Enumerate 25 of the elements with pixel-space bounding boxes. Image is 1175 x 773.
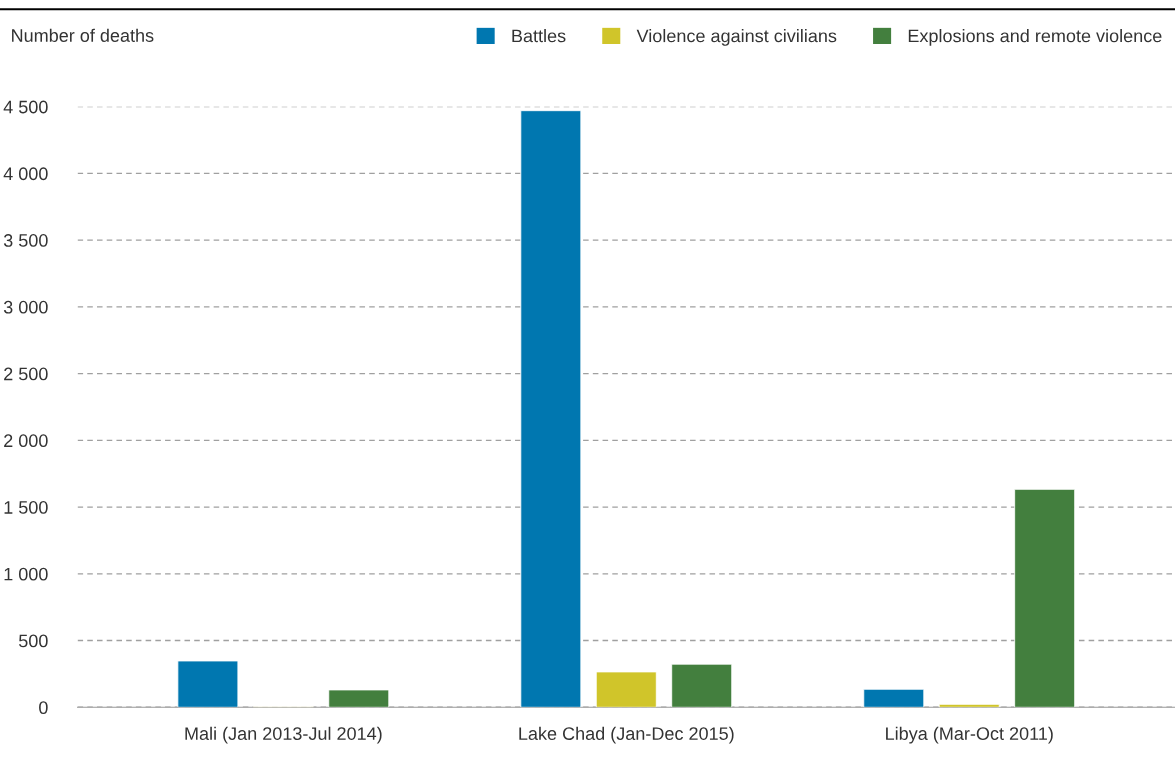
x-tick-label: Lake Chad (Jan-Dec 2015) <box>519 726 734 744</box>
y-tick-label: 4 000 <box>3 167 48 181</box>
bar <box>520 110 582 708</box>
y-tick-label: 3 000 <box>3 300 48 314</box>
bar <box>671 663 733 708</box>
y-tick-label: 1 000 <box>4 567 48 581</box>
x-tick-label: Mali (Jan 2013-Jul 2014) <box>185 726 382 744</box>
y-tick-label: 3 500 <box>3 234 48 247</box>
y-tick-label: 500 <box>18 634 48 648</box>
y-tick-label: 2 500 <box>4 367 48 381</box>
y-tick-label: 2 000 <box>4 434 48 448</box>
legend-label: Explosions and remote violence <box>908 29 1162 46</box>
bar <box>595 671 657 708</box>
x-tick-label: Libya (Mar-Oct 2011) <box>886 726 1053 744</box>
legend-label: Battles <box>512 29 566 43</box>
bar <box>1014 488 1076 708</box>
bar <box>863 688 925 708</box>
y-axis-title: Number of deaths <box>12 28 154 42</box>
bar <box>328 689 390 708</box>
bar <box>177 660 239 708</box>
legend-label: Violence against civilians <box>636 29 837 46</box>
y-tick-label: 4 500 <box>3 100 48 114</box>
y-tick-label: 0 <box>39 701 48 715</box>
y-tick-label: 1 500 <box>4 501 48 514</box>
bar <box>938 703 1000 708</box>
